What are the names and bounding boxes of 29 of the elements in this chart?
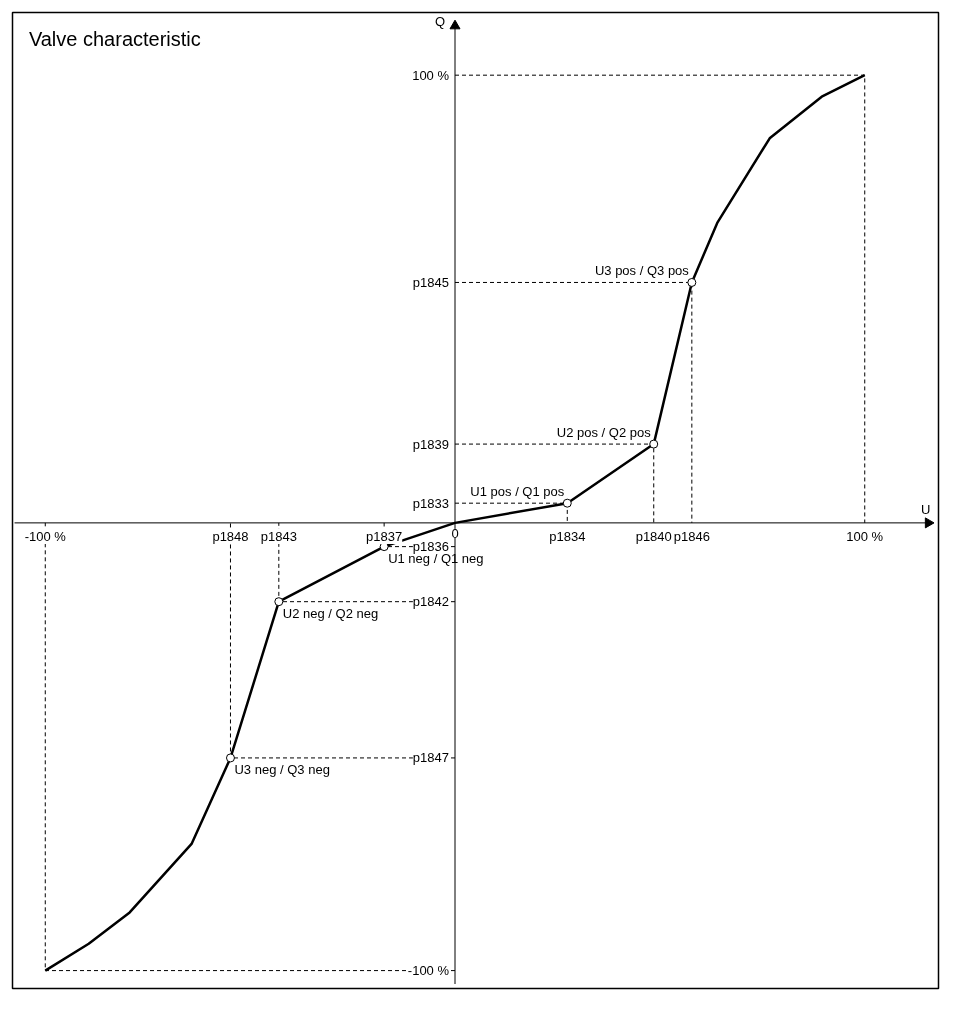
annotation: U3 pos / Q3 pos (594, 263, 690, 279)
text: Valve characteristic (28, 28, 201, 51)
point (562, 498, 572, 508)
y-tick-label: -100 % (407, 963, 450, 979)
x-axis-title: U (920, 501, 931, 517)
y-tick-label: p1833 (412, 495, 450, 511)
point (274, 597, 284, 607)
x-tick-label: p1837 (366, 528, 403, 544)
point (225, 753, 235, 763)
x-tick-label: p1834 (549, 528, 586, 544)
annotation: U2 neg / Q2 neg (282, 605, 379, 621)
x-tick-label: p1848 (212, 528, 249, 544)
annotation: U1 pos / Q1 pos (470, 484, 565, 500)
y-tick-label: p1839 (412, 436, 450, 452)
x-tick-label: p1843 (260, 528, 297, 544)
x-tick-label: -100 % (24, 528, 67, 544)
x-tick-label: 100 % (846, 528, 884, 544)
y-axis-title: Q (434, 13, 446, 29)
y-tick-label: p1842 (412, 594, 450, 610)
point (649, 439, 659, 449)
annotation: U3 neg / Q3 neg (234, 761, 330, 777)
x-tick-label: p1846 (673, 528, 710, 544)
x-tick-label: p1840 (635, 528, 672, 544)
annotation: U2 pos / Q2 pos (556, 425, 652, 441)
y-tick-label: p1847 (412, 750, 450, 766)
x-tick-label: 0 (451, 525, 459, 541)
y-tick-label: 100 % (412, 67, 450, 83)
y-tick-label: p1845 (412, 274, 450, 290)
point (687, 277, 697, 287)
